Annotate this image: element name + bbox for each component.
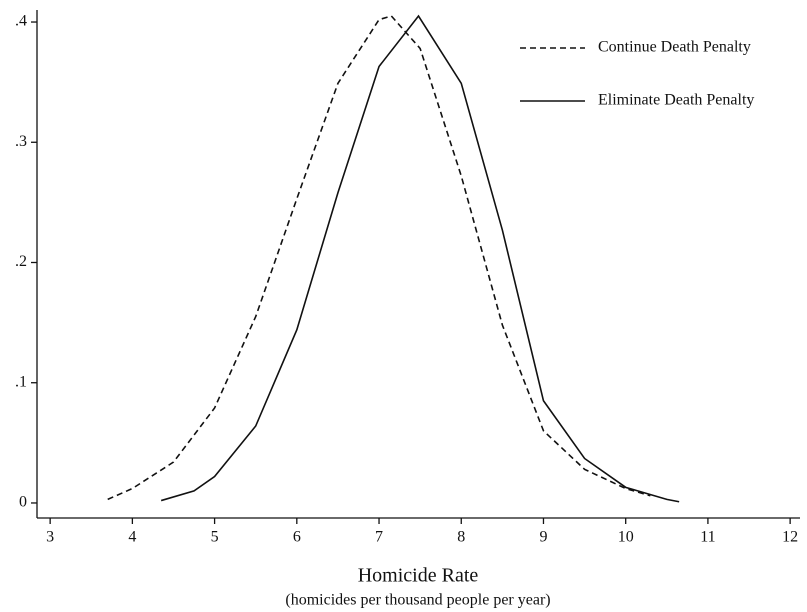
series-line — [107, 15, 651, 501]
x-tick-label: 3 — [46, 529, 54, 546]
x-tick-label: 11 — [700, 529, 715, 546]
y-tick-label: .2 — [15, 253, 27, 270]
x-tick-label: 9 — [539, 529, 547, 546]
y-tick-label: 0 — [19, 494, 27, 511]
x-tick-label: 7 — [375, 529, 383, 546]
x-tick-label: 12 — [782, 529, 798, 546]
y-tick-label: .1 — [15, 373, 27, 390]
legend-label: Continue Death Penalty — [598, 39, 751, 56]
y-tick-label: .3 — [15, 133, 27, 150]
y-tick-label: .4 — [15, 13, 27, 30]
series-line — [160, 14, 680, 503]
x-tick-label: 4 — [128, 529, 136, 546]
x-axis-label: Homicide Rate — [358, 565, 479, 587]
legend-label: Eliminate Death Penalty — [598, 92, 754, 109]
x-axis-subtitle: (homicides per thousand people per year) — [285, 592, 550, 609]
x-tick-label: 8 — [457, 529, 465, 546]
x-tick-label: 6 — [293, 529, 301, 546]
x-tick-label: 5 — [211, 529, 219, 546]
x-tick-label: 10 — [618, 529, 634, 546]
